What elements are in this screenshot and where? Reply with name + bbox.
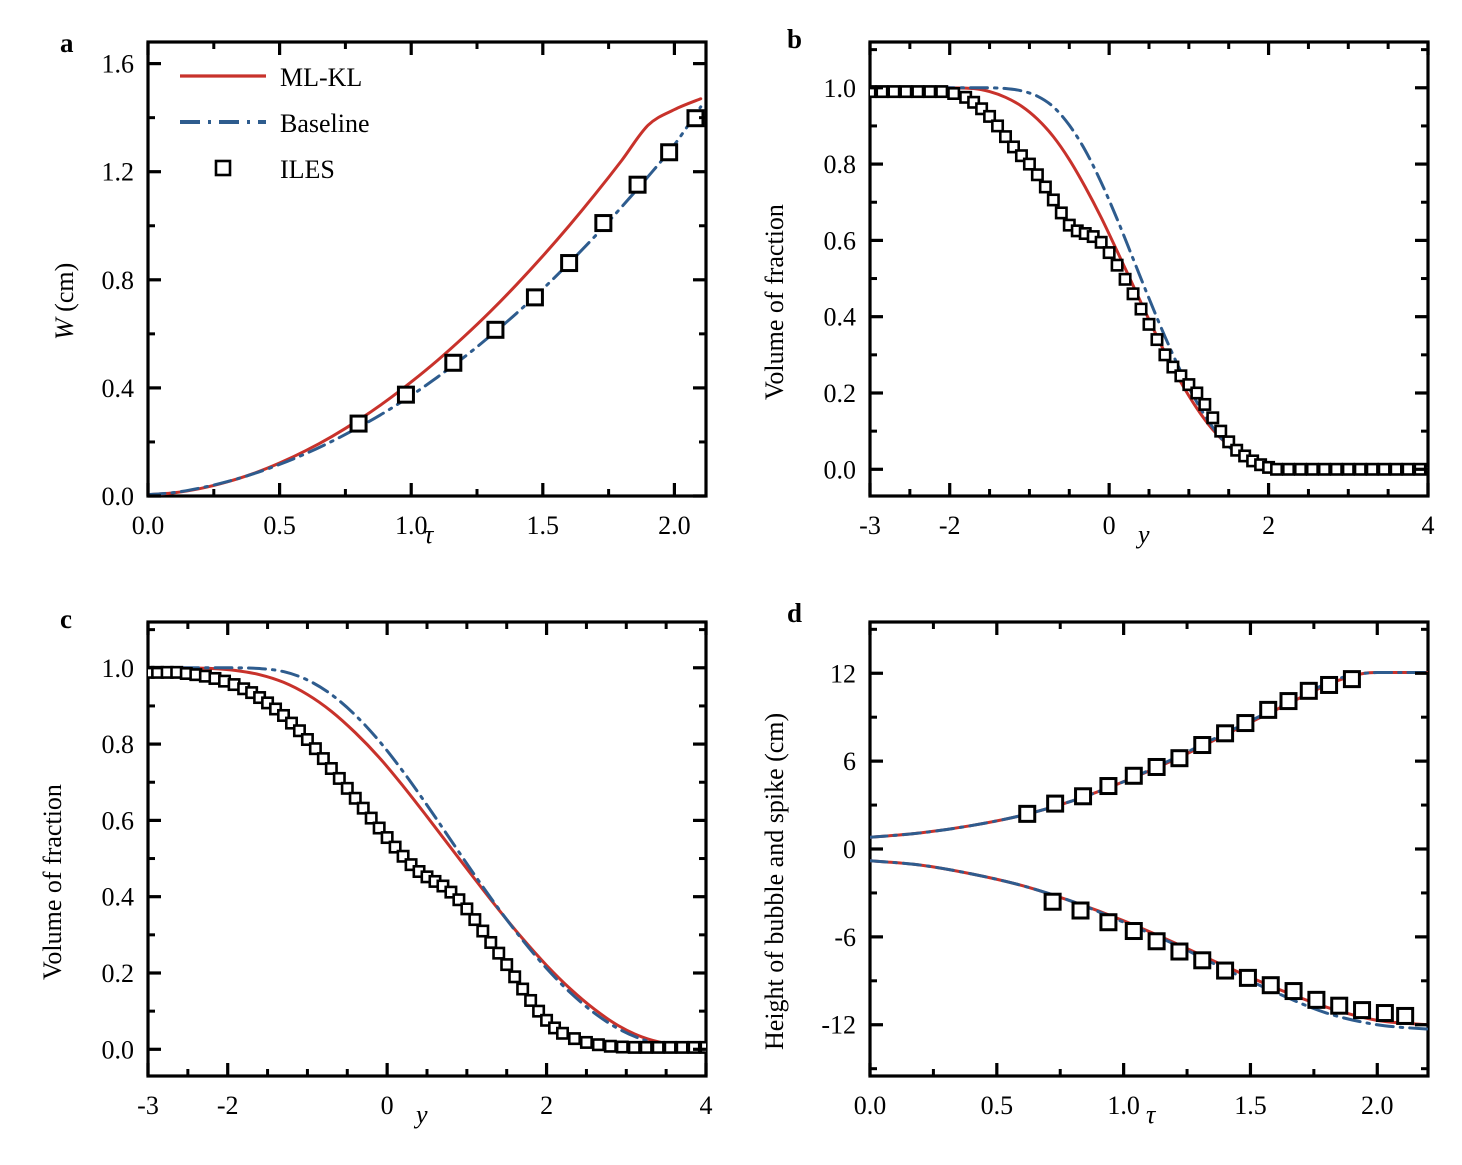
legend-label: ML-KL — [280, 63, 362, 92]
y-tick-label: 0.6 — [102, 806, 135, 835]
panel-c-letter: c — [60, 604, 72, 634]
panel-b: b Volume of fraction y -3 -2 0 2 4 0.0 0.2 0.4 0… — [722, 0, 1462, 580]
y-tick-label: 0.6 — [824, 226, 857, 255]
x-tick-label: -3 — [859, 511, 881, 540]
panel-d-x-axis-title: τ — [1146, 1100, 1156, 1129]
x-tick-label: 4 — [700, 1091, 713, 1120]
y-tick-label: 1.0 — [102, 654, 135, 683]
y-tick-label: -6 — [834, 923, 856, 952]
panel-b-plot: -3 -2 0 2 4 0.0 0.2 0.4 0.6 0.8 1.0 — [824, 40, 1435, 540]
legend-label: Baseline — [280, 109, 370, 138]
panel-c-y-axis-title: Volume of fraction — [38, 784, 67, 980]
y-tick-label: 0.4 — [102, 374, 135, 403]
y-tick-label: 1.6 — [102, 50, 135, 79]
panel-a-y-axis-unit: (cm) — [50, 262, 79, 319]
y-tick-label: 0.8 — [102, 730, 135, 759]
x-tick-label: -2 — [939, 511, 961, 540]
y-tick-label: 0.0 — [824, 455, 857, 484]
panel-d: d Height of bubble and spike (cm) τ 0.0 0… — [722, 580, 1462, 1160]
panel-d-y-axis-title: Height of bubble and spike (cm) — [760, 712, 789, 1050]
panel-b-x-axis-title: y — [1138, 520, 1150, 549]
panel-b-letter: b — [787, 24, 803, 54]
x-tick-label: 1.5 — [527, 511, 560, 540]
y-tick-label: 0.4 — [824, 303, 857, 332]
x-tick-label: 0 — [381, 1091, 394, 1120]
y-tick-label: 0.4 — [102, 883, 135, 912]
x-tick-label: 0.5 — [263, 511, 296, 540]
panel-c: c Volume of fraction y -3 -2 0 2 4 0.0 0.2 0.4 0… — [0, 580, 740, 1160]
x-tick-label: 2 — [540, 1091, 553, 1120]
x-tick-label: -2 — [217, 1091, 239, 1120]
legend-label: ILES — [280, 155, 335, 184]
panel-c-x-axis-title: y — [416, 1100, 428, 1129]
x-tick-label: 0.0 — [132, 511, 165, 540]
y-tick-label: -12 — [821, 1011, 856, 1040]
x-tick-label: 1.0 — [1107, 1091, 1140, 1120]
panel-a-x-axis-title: τ — [424, 520, 434, 549]
y-tick-label: 0.0 — [102, 482, 135, 511]
y-tick-label: 0.8 — [102, 266, 135, 295]
panel-a-y-axis-symbol: W — [50, 318, 79, 340]
y-tick-label: 0.0 — [102, 1035, 135, 1064]
panel-a: a W (cm) τ 0.0 0.5 1.0 1.5 2.0 0.0 0.4 0.8 1.2 1.… — [0, 0, 740, 580]
y-tick-label: 1.0 — [824, 74, 857, 103]
y-tick-label: 0 — [843, 835, 856, 864]
x-tick-label: 2.0 — [658, 511, 691, 540]
x-tick-label: 2.0 — [1361, 1091, 1394, 1120]
panel-a-y-axis-title: W (cm) — [50, 262, 79, 340]
y-tick-label: 12 — [830, 659, 856, 688]
y-tick-label: 1.2 — [102, 158, 135, 187]
panel-c-plot: -3 -2 0 2 4 0.0 0.2 0.4 0.6 0.8 1.0 — [102, 620, 713, 1120]
y-tick-label: 0.8 — [824, 150, 857, 179]
panel-a-plot: 0.0 0.5 1.0 1.5 2.0 0.0 0.4 0.8 1.2 1.6 ML-KL Basel… — [102, 40, 708, 540]
x-tick-label: 0.5 — [981, 1091, 1014, 1120]
y-tick-label: 0.2 — [102, 959, 135, 988]
panel-d-letter: d — [787, 598, 803, 628]
x-tick-label: 0 — [1103, 511, 1116, 540]
x-tick-label: 1.0 — [395, 511, 428, 540]
panel-d-plot: 0.0 0.5 1.0 1.5 2.0 -12 -6 0 6 12 — [821, 620, 1430, 1120]
y-tick-label: 6 — [843, 747, 856, 776]
x-tick-label: 4 — [1422, 511, 1435, 540]
y-tick-label: 0.2 — [824, 379, 857, 408]
x-tick-label: 2 — [1262, 511, 1275, 540]
x-tick-label: 0.0 — [854, 1091, 887, 1120]
x-tick-label: -3 — [137, 1091, 159, 1120]
x-tick-label: 1.5 — [1234, 1091, 1267, 1120]
panel-b-y-axis-title: Volume of fraction — [760, 204, 789, 400]
panel-a-letter: a — [60, 28, 74, 58]
